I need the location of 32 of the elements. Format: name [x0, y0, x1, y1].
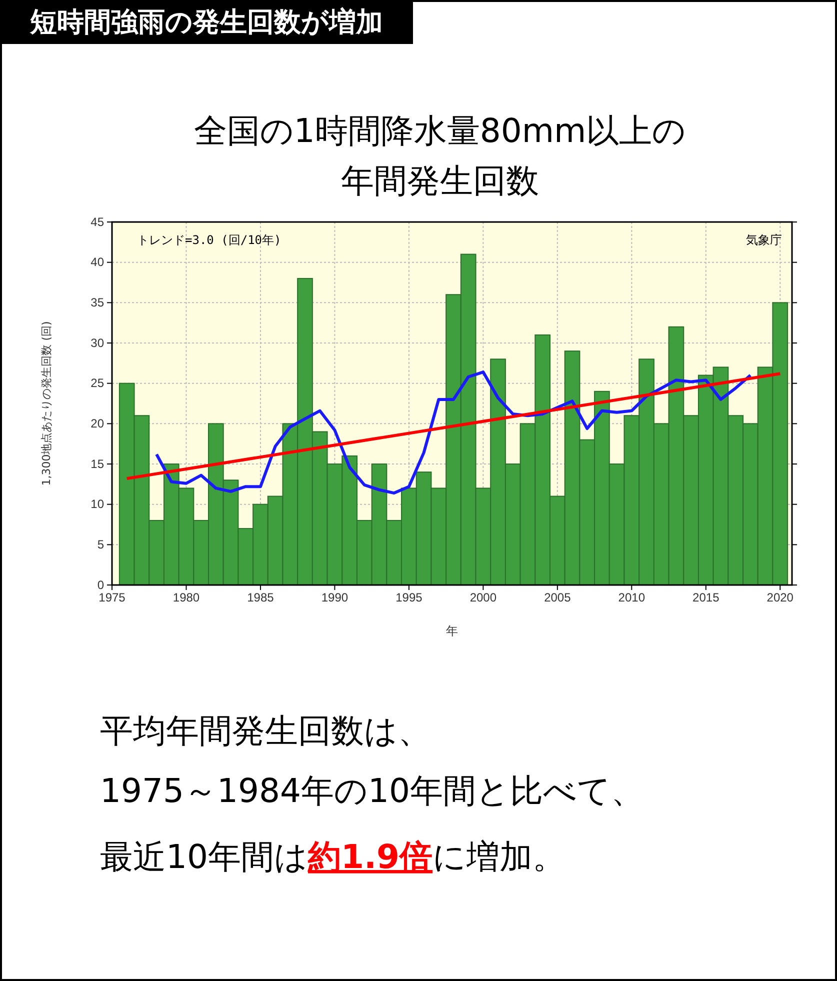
- y-tick-label: 35: [90, 296, 104, 310]
- y-tick-label: 5: [97, 538, 104, 552]
- x-tick-label: 1990: [321, 590, 348, 605]
- x-tick-label: 2015: [692, 590, 720, 605]
- y-tick-label: 20: [90, 416, 104, 431]
- x-tick-label: 2020: [766, 590, 794, 605]
- x-tick-label: 2010: [618, 590, 646, 605]
- y-tick-label: 40: [90, 255, 104, 270]
- text: 最近10年間は: [100, 837, 308, 876]
- x-tick-label: 2005: [544, 590, 572, 605]
- x-tick-label: 1975: [98, 590, 126, 605]
- chart-subtitle: 全国の1時間降水量80mm以上の年間発生回数: [194, 111, 686, 200]
- text: に増加。: [432, 837, 566, 876]
- x-tick-label: 1980: [172, 590, 200, 605]
- annotation: 気象庁: [746, 233, 782, 247]
- text: 約1.9倍: [307, 837, 432, 876]
- y-tick-label: 30: [90, 336, 104, 350]
- annotation: トレンド=3.0 (回/10年): [137, 233, 282, 247]
- chart-title: 短時間強雨の発生回数が増加: [29, 7, 383, 38]
- x-tick-label: 2000: [470, 590, 497, 605]
- text: 平均年間発生回数は、: [100, 711, 431, 750]
- x-axis-title: 年: [446, 624, 458, 638]
- x-tick-label: 1985: [247, 590, 274, 605]
- line-series: [155, 370, 752, 495]
- text: 1975～1984年の10年間と比べて、: [100, 771, 644, 810]
- y-tick-label: 25: [90, 376, 104, 390]
- y-axis-title: 1,300地点あたりの発生回数 (回): [40, 321, 53, 486]
- y-tick-label: 0: [97, 578, 104, 592]
- y-tick-label: 10: [90, 497, 104, 512]
- y-tick-label: 15: [90, 456, 104, 471]
- x-tick-label: 1995: [396, 590, 423, 605]
- y-tick-label: 45: [90, 214, 104, 229]
